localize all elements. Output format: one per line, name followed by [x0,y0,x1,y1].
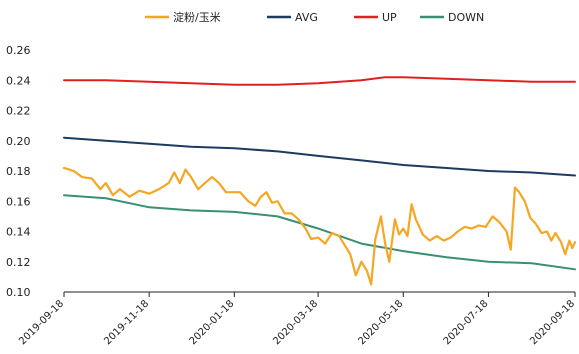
x-axis: 2019-09-18 2019-11-18 2020-01-18 2020-03-18… [17,291,577,347]
series-line-avg [63,136,576,177]
y-axis: 0.10 0.12 0.14 0.16 0.18 0.20 0.22 0.24 0.26 [6,44,31,299]
y-tick-label: 0.14 [6,226,31,239]
y-tick-label: 0.18 [6,165,31,178]
series-lines [62,76,577,286]
series-line-up [63,76,576,86]
series-line-ratio [62,166,577,286]
x-tick-label: 2020-03-18 [271,298,320,347]
y-tick-label: 0.22 [6,105,31,118]
legend-item: 淀粉/玉米 [145,10,221,24]
x-tick-label: 2019-09-18 [17,298,66,347]
y-tick-label: 0.10 [6,286,31,299]
legend-item: AVG [267,11,318,24]
y-tick-label: 0.20 [6,135,31,148]
x-tick-label: 2020-05-18 [357,298,406,347]
y-tick-label: 0.26 [6,44,31,57]
y-tick-label: 0.12 [6,256,31,269]
legend-label: 淀粉/玉米 [173,10,221,24]
x-tick-label: 2020-09-18 [528,298,577,347]
x-tick-label: 2020-07-18 [442,298,491,347]
legend-item: UP [354,11,397,24]
series-line-down [63,194,576,271]
x-tick-label: 2019-11-18 [102,298,151,347]
x-tick-label: 2020-01-18 [188,298,237,347]
legend-label: AVG [295,11,318,24]
legend: 淀粉/玉米 AVG UP DOWN [145,10,484,24]
legend-label: DOWN [448,11,484,24]
y-tick-label: 0.16 [6,195,31,208]
legend-item: DOWN [420,11,484,24]
y-tick-label: 0.24 [6,74,31,87]
legend-label: UP [382,11,397,24]
